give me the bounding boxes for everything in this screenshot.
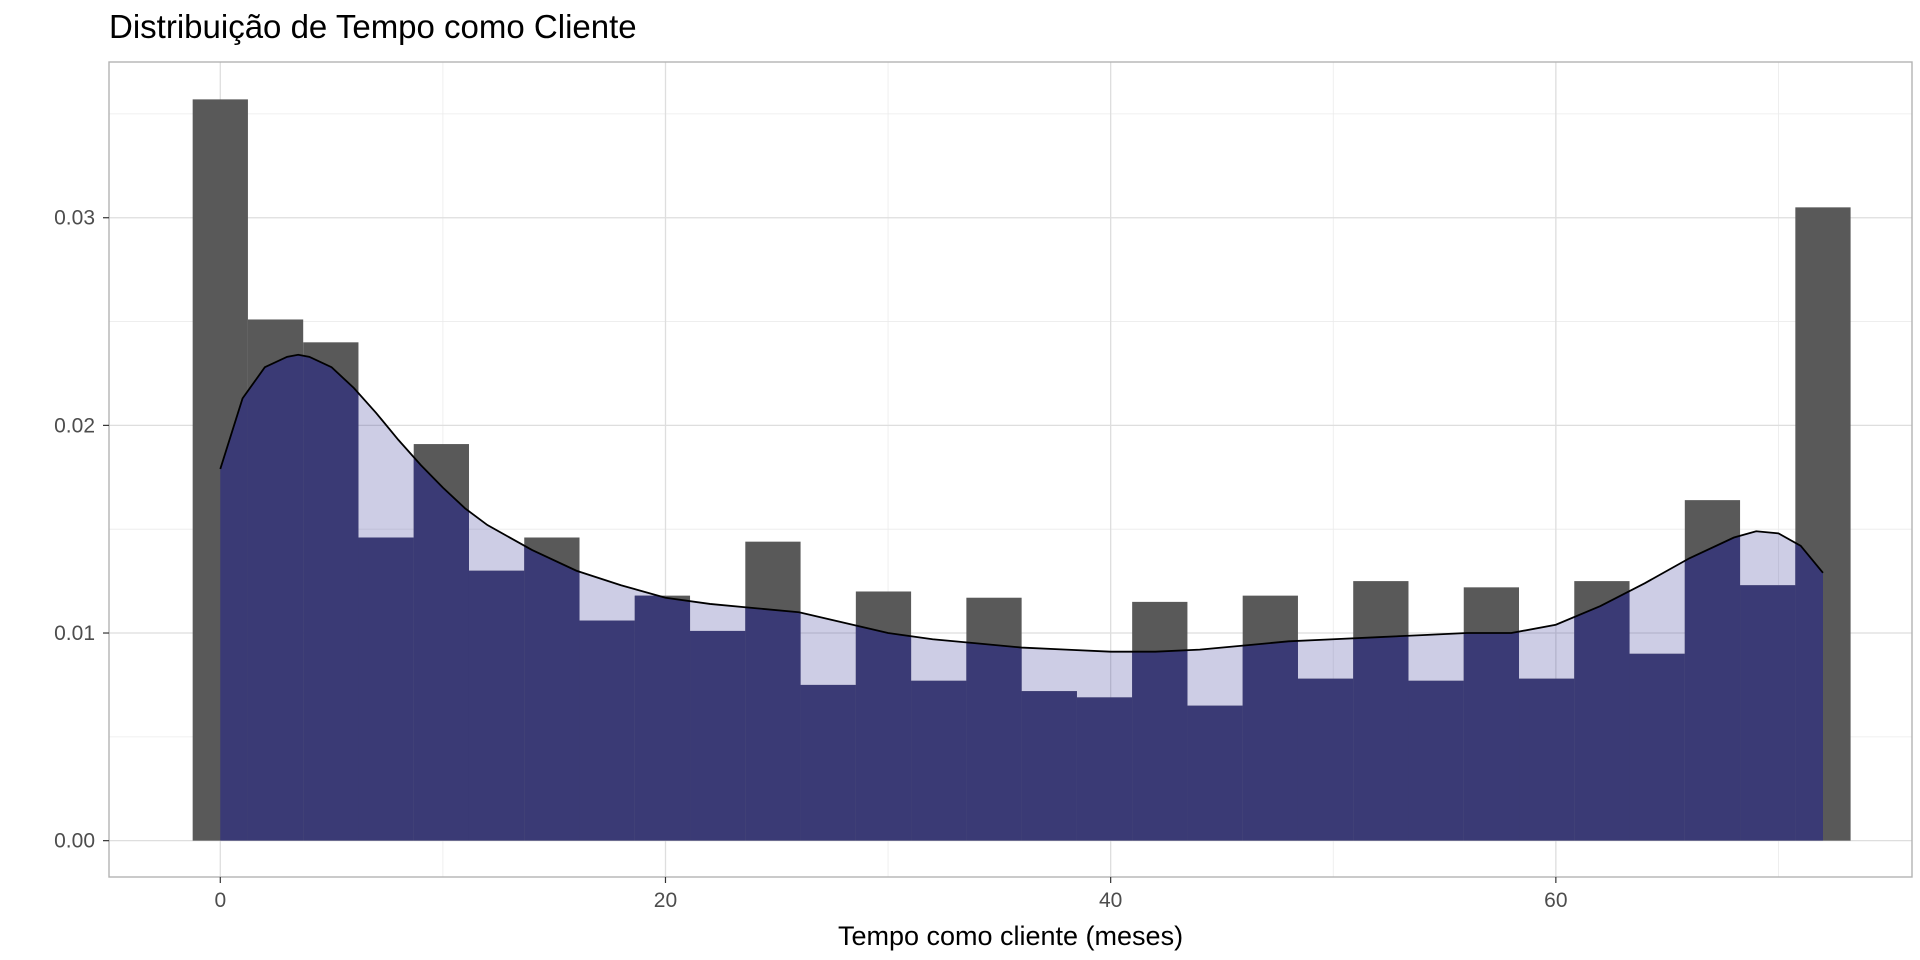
- density-overlay-segment: [1740, 585, 1796, 841]
- density-overlay-segment: [303, 354, 359, 841]
- density-overlay-segment: [634, 595, 691, 841]
- density-overlay-segment: [1297, 678, 1354, 841]
- y-tick-label: 0.03: [54, 207, 95, 230]
- density-overlay-segment: [524, 537, 580, 841]
- density-overlay-segment: [413, 444, 469, 841]
- density-line: [219, 353, 1824, 653]
- y-tick-label: 0.01: [54, 622, 95, 645]
- density-overlay-segment: [579, 620, 635, 841]
- x-axis-title: Tempo como cliente (meses): [838, 921, 1183, 951]
- density-overlay-segment: [911, 680, 967, 841]
- density-overlay-segment: [1076, 697, 1133, 841]
- plot-border: [108, 61, 1913, 878]
- density-overlay-segment: [1519, 678, 1575, 841]
- density-overlay-segment: [358, 537, 414, 841]
- density-overlay-segment: [1574, 581, 1630, 841]
- density-overlay-segment: [800, 684, 856, 841]
- x-tick-label: 60: [1544, 889, 1567, 912]
- x-tick-label: 20: [654, 889, 677, 912]
- density-overlay-segment: [690, 630, 746, 841]
- y-tick-label: 0.02: [54, 414, 95, 437]
- density-overlay-segment: [1187, 705, 1243, 841]
- density-overlay-segment: [468, 570, 525, 841]
- x-tick-label: 0: [214, 889, 226, 912]
- axis-ticks: 0 20 40 60 0.00 0.01 0.02 0.03: [54, 207, 1567, 912]
- density-overlay-segment: [1629, 653, 1685, 841]
- density-overlay-segment: [1021, 691, 1077, 841]
- density-overlay-segment: [247, 354, 304, 841]
- y-tick-label: 0.00: [54, 830, 95, 853]
- chart-title: Distribuição de Tempo como Cliente: [109, 8, 637, 45]
- density-overlay-segment: [1408, 680, 1464, 841]
- x-tick-label: 40: [1099, 889, 1122, 912]
